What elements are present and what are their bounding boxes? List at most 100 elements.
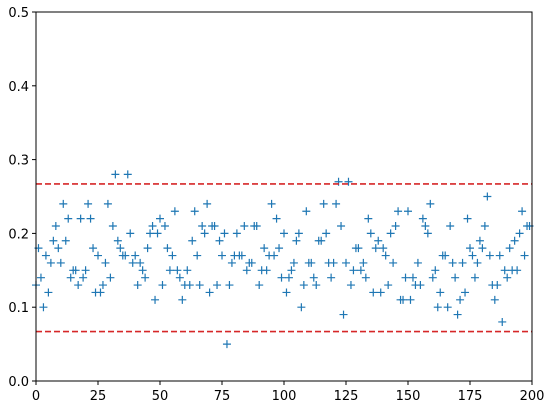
point [483,192,492,201]
point [473,258,482,267]
x-tick-label: 100 [272,389,297,404]
point [240,222,249,231]
point [242,266,251,275]
point [399,295,408,304]
y-tick-label: 0.2 [8,227,29,242]
point [190,207,199,216]
point [359,258,368,267]
point [49,236,58,245]
point [215,236,224,245]
point [267,199,276,208]
point [106,273,115,282]
point [408,273,417,282]
point [66,273,75,282]
y-tick-label: 0.4 [8,80,29,95]
point [284,273,293,282]
point [262,266,271,275]
point [416,281,425,290]
point [342,258,350,267]
point [126,229,135,238]
point [185,281,194,290]
point [317,236,326,245]
point [332,199,341,208]
point [404,207,412,216]
point [490,295,499,304]
point [183,266,192,275]
point [446,222,455,231]
x-tick-label: 150 [396,389,421,404]
point [108,222,117,231]
point [401,273,410,282]
point [156,214,164,223]
point [458,258,467,267]
point [322,229,331,238]
point [426,199,435,208]
point [421,222,430,231]
point [59,199,68,208]
point [339,310,348,319]
point [344,177,353,186]
point [520,251,529,260]
point [158,281,167,290]
x-tick-label: 75 [214,389,231,404]
point [379,244,388,253]
point [309,273,318,282]
point [220,229,229,238]
point [89,244,98,253]
point [354,244,363,253]
point [153,229,162,238]
point [349,266,358,275]
point [51,222,60,231]
point [232,229,241,238]
point [441,251,450,260]
point [299,281,308,290]
point [160,222,169,231]
point [475,236,484,245]
point [128,258,137,267]
point [480,222,489,231]
point [456,295,465,304]
point [510,236,519,245]
point [275,244,284,253]
point [428,273,437,282]
x-tick-label: 125 [334,389,359,404]
point [136,258,145,267]
point [143,244,152,253]
point [101,258,110,267]
x-tick-label: 175 [458,389,483,404]
point [54,244,63,253]
point [84,199,93,208]
point [213,281,222,290]
point [86,214,95,223]
point [178,295,187,304]
y-tick-label: 0.5 [8,6,29,21]
point [121,251,130,260]
point [79,273,88,282]
point [198,222,207,231]
point [406,295,415,304]
point [165,266,174,275]
point [64,214,73,223]
point [495,251,504,260]
point [389,258,398,267]
point [431,266,440,275]
point [255,281,264,290]
point [222,340,231,349]
point [200,229,209,238]
point [260,244,269,253]
point [225,281,234,290]
point [505,244,514,253]
point [44,288,53,297]
y-tick-label: 0.0 [8,375,29,390]
point [364,214,373,223]
point [294,229,303,238]
x-tick-label: 25 [90,389,107,404]
point [369,288,378,297]
point [513,266,522,275]
point [76,214,85,223]
point [247,258,256,267]
point [418,214,427,223]
point [433,303,442,312]
point [46,258,55,267]
